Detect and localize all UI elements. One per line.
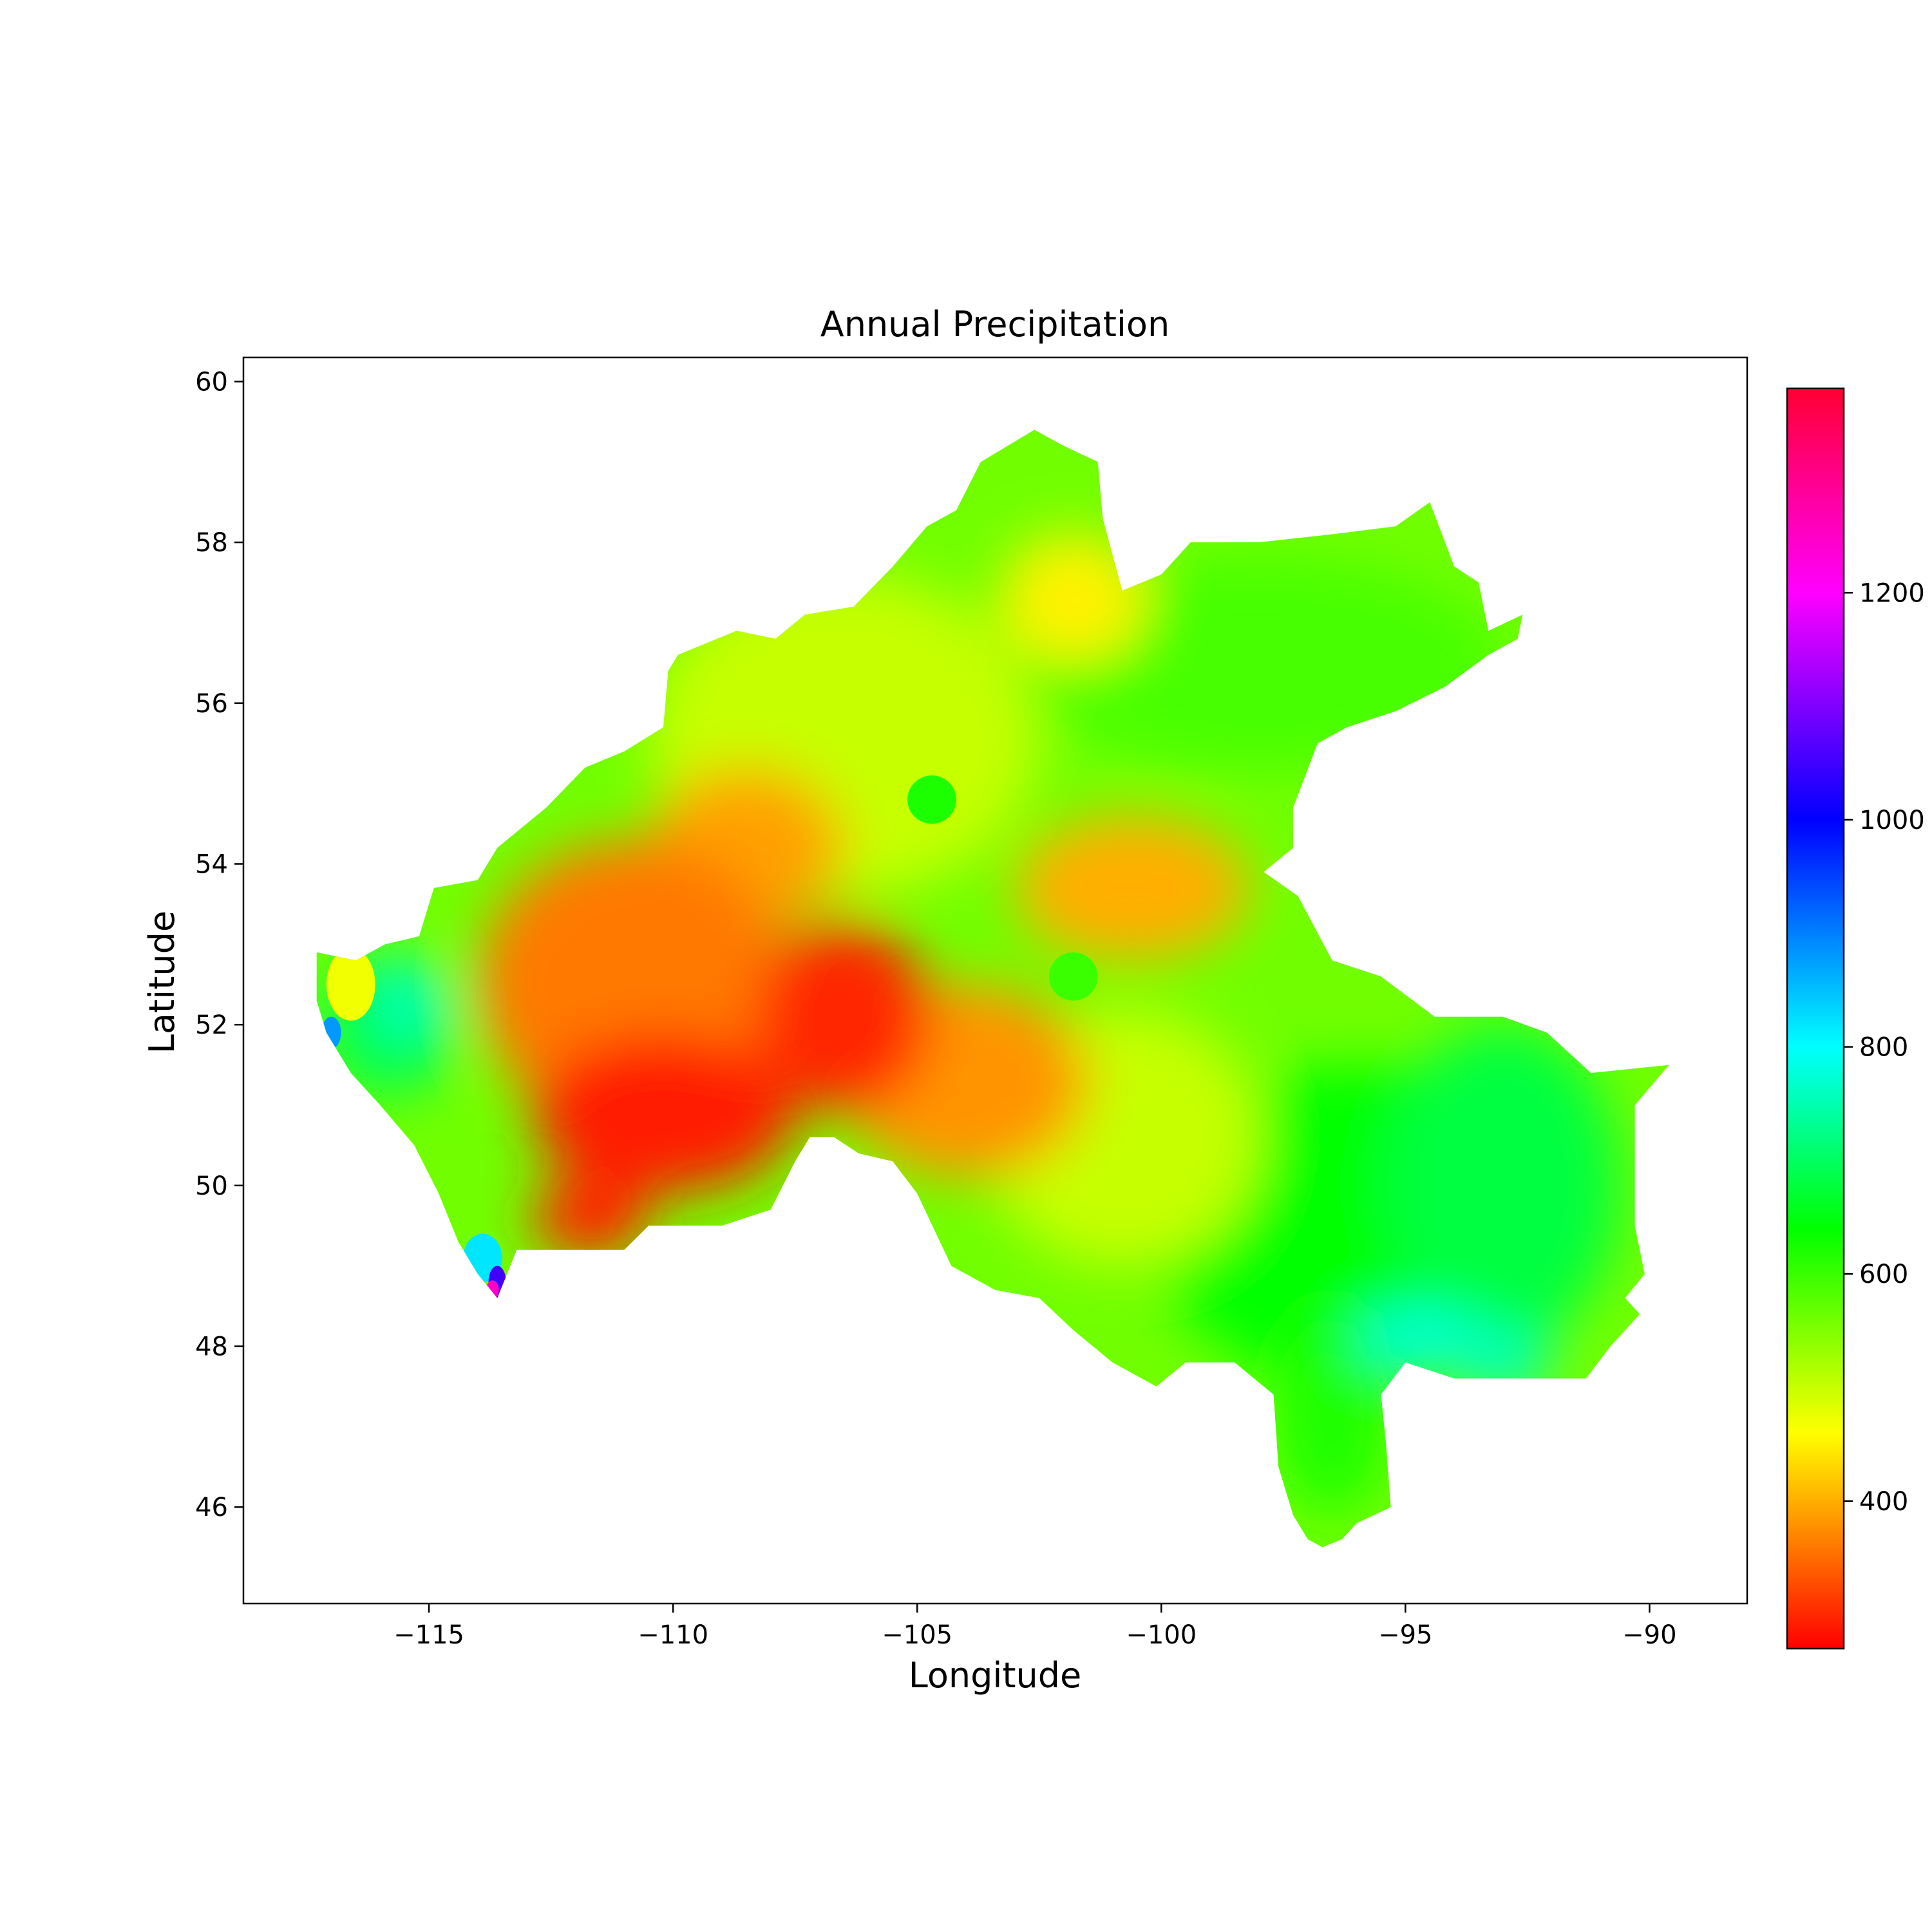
y-tick-label: 60 (195, 367, 228, 397)
colorbar-gradient (1786, 387, 1845, 1650)
precipitation-area (486, 1280, 499, 1300)
x-axis-label: Longitude (909, 1655, 1082, 1696)
colorbar-tick-label: 600 (1859, 1260, 1908, 1289)
precipitation-area (375, 960, 444, 1041)
precipitation-area (326, 948, 375, 1021)
precipitation-area (1048, 952, 1098, 1001)
precipitation-area (1273, 1306, 1391, 1515)
colorbar-tick-label: 1200 (1859, 578, 1925, 608)
y-axis-ticks: 46 48 50 52 54 56 58 60 (195, 367, 243, 1522)
colorbar-ticks: 400 600 800 1000 1200 (1844, 578, 1925, 1517)
precipitation-area (321, 1016, 341, 1049)
region-base-fill (316, 430, 1669, 1548)
y-axis-label: Latitude (142, 911, 182, 1054)
x-tick-label: −100 (1126, 1620, 1197, 1650)
colorbar: 400 600 800 1000 1200 (1786, 387, 1925, 1650)
precipitation-area (1014, 815, 1249, 961)
precipitation-area (756, 920, 932, 1113)
precipitation-area (907, 775, 956, 824)
y-tick-label: 56 (195, 689, 228, 719)
x-tick-label: −110 (638, 1620, 708, 1650)
plot-area: −115 −110 −105 −100 −95 −90 46 48 50 52 54 56 58 60 (195, 356, 1748, 1650)
y-tick-label: 52 (195, 1010, 228, 1040)
precipitation-area (1454, 1330, 1552, 1395)
colorbar-tick-label: 400 (1859, 1487, 1908, 1517)
y-tick-label: 50 (195, 1171, 228, 1201)
precipitation-area (531, 1032, 795, 1194)
y-tick-label: 46 (195, 1493, 228, 1522)
x-tick-label: −90 (1622, 1620, 1676, 1650)
plot-frame (242, 356, 1748, 1605)
precipitation-area (1000, 534, 1147, 663)
y-tick-label: 58 (195, 528, 228, 558)
precipitation-area (531, 1177, 649, 1258)
y-tick-label: 54 (195, 849, 228, 879)
precipitation-region (316, 430, 1669, 1548)
x-tick-label: −95 (1378, 1620, 1432, 1650)
y-tick-label: 48 (195, 1332, 228, 1362)
x-axis-ticks: −115 −110 −105 −100 −95 −90 (393, 1604, 1677, 1650)
x-tick-label: −115 (393, 1620, 464, 1650)
colorbar-tick-label: 800 (1859, 1033, 1908, 1063)
precipitation-area (1385, 1025, 1620, 1347)
x-tick-label: −105 (882, 1620, 952, 1650)
colorbar-tick-label: 1000 (1859, 806, 1925, 835)
precipitation-area (1356, 1310, 1484, 1367)
chart-title: Annual Precipitation (820, 304, 1170, 345)
